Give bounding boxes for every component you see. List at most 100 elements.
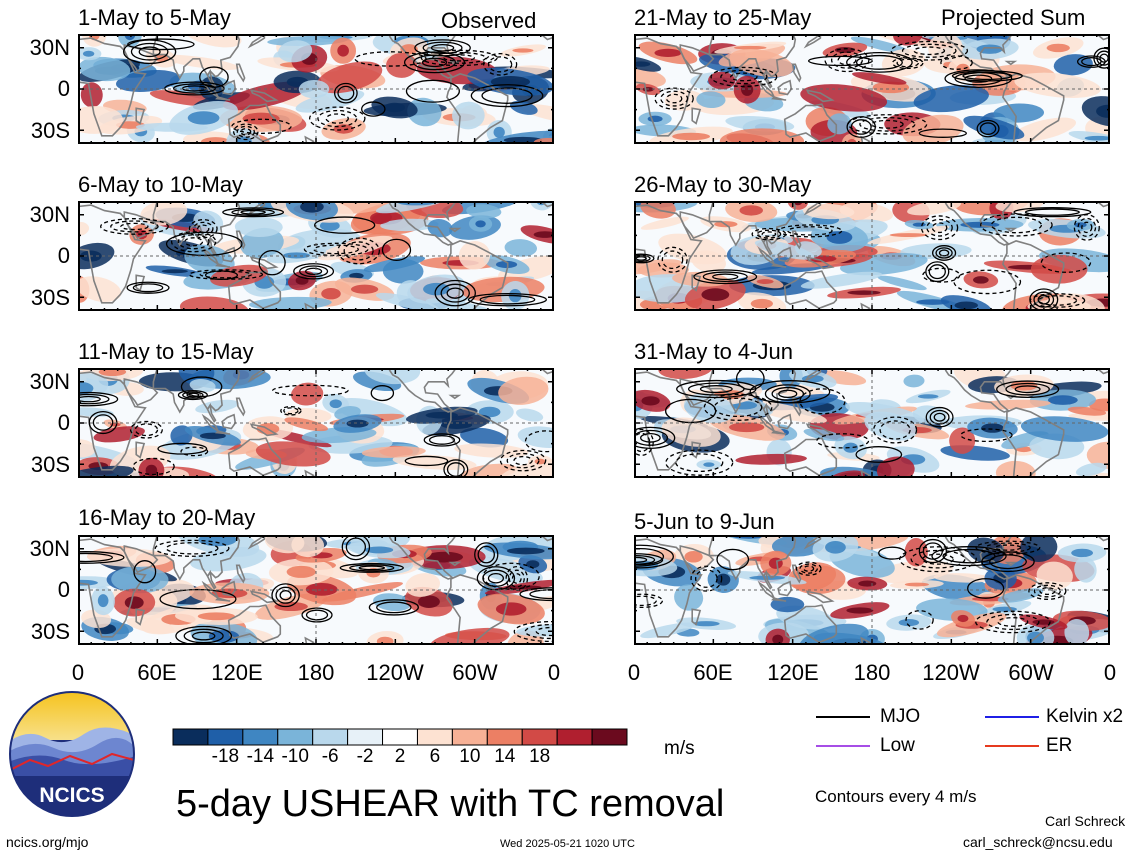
coastline <box>762 569 773 590</box>
contour-negative <box>675 453 724 473</box>
contour-positive <box>423 433 461 447</box>
anomaly-patch <box>516 408 544 422</box>
panel-title-4: 26-May to 30-May <box>634 172 812 197</box>
contour-positive <box>477 545 495 564</box>
contour-positive <box>405 79 460 103</box>
contour-positive <box>123 39 177 65</box>
anomaly-patch <box>997 588 1044 603</box>
contour-negative <box>824 48 870 73</box>
anomaly-core <box>425 551 464 563</box>
contour-positive <box>931 546 1007 567</box>
coastline <box>634 538 703 638</box>
panel-title-1: 1-May to 5-May <box>78 5 231 30</box>
anomaly-patch <box>234 216 283 238</box>
coastline <box>247 368 266 383</box>
coastline <box>783 103 838 143</box>
contour-positive <box>634 426 676 449</box>
contour-negative <box>795 561 822 576</box>
anomaly-core <box>1071 548 1094 558</box>
contour-negative <box>180 446 209 457</box>
contour-positive <box>358 565 386 571</box>
anomaly-core <box>78 381 94 395</box>
coastline <box>249 256 279 270</box>
contour-positive <box>78 551 125 564</box>
colorbar-swatch <box>172 728 209 746</box>
anomaly-patch <box>255 441 331 467</box>
anomaly-core <box>729 422 765 433</box>
anomaly-core <box>321 287 341 300</box>
anomaly-patch <box>375 292 439 311</box>
contour-positive <box>925 406 954 428</box>
anomaly-core <box>898 618 920 627</box>
x-label-0e-right: 0 <box>1103 660 1117 685</box>
contour-negative <box>756 229 782 239</box>
contour-positive <box>932 245 957 261</box>
contour-positive <box>231 208 275 216</box>
anomaly-patch <box>498 458 554 478</box>
contour-positive <box>634 544 674 569</box>
coastline <box>791 63 802 83</box>
coastline <box>235 397 246 417</box>
contour-positive <box>846 116 876 138</box>
contour-negative <box>787 226 833 236</box>
coastline <box>206 402 217 423</box>
anomaly-patch <box>284 417 329 432</box>
contour-negative <box>901 43 957 58</box>
anomaly-patch <box>771 535 825 557</box>
coastline <box>249 423 279 437</box>
contour-positive <box>204 270 239 281</box>
contour-negative <box>511 573 522 584</box>
contour-negative <box>953 269 1022 295</box>
anomaly-core <box>337 44 349 57</box>
contour-negative <box>634 593 664 609</box>
anomaly-core <box>981 423 1004 433</box>
contour-positive <box>314 216 376 234</box>
contour-negative <box>960 428 1013 443</box>
coastline <box>78 204 147 304</box>
map-panel-7 <box>78 535 554 645</box>
anomaly-patch <box>839 202 894 223</box>
coastline <box>791 564 802 584</box>
contour-positive <box>345 537 367 557</box>
coastline <box>803 535 822 550</box>
legend-label-low: Low <box>880 735 915 756</box>
anomaly-core <box>889 233 928 237</box>
contour-positive <box>467 292 547 307</box>
x-label-120w-left: 120W <box>366 660 424 685</box>
y-label-30n-row3: 30N <box>29 369 70 394</box>
x-label-0-left: 0 <box>71 660 85 685</box>
colorbar-swatch <box>556 728 593 746</box>
anomaly-patch <box>963 115 1025 140</box>
contour-positive <box>850 119 872 135</box>
coastline <box>783 270 838 310</box>
coastline <box>679 377 715 407</box>
contour-positive <box>935 247 953 259</box>
contour-positive <box>470 84 544 108</box>
contour-positive <box>928 264 946 280</box>
contour-negative <box>657 246 688 273</box>
contour-positive <box>271 583 300 608</box>
anomaly-core <box>300 201 324 213</box>
contour-positive <box>634 429 669 446</box>
contour-positive <box>299 265 329 278</box>
coastline <box>304 135 315 144</box>
x-label-60w-left: 60W <box>452 660 498 685</box>
coastline <box>679 43 715 73</box>
y-label-0-row2: 0 <box>57 243 70 268</box>
anomaly-core <box>1074 222 1087 228</box>
contour-positive <box>428 435 456 445</box>
contour-positive <box>929 409 950 425</box>
contour-positive <box>333 82 358 104</box>
contour-positive <box>918 128 967 138</box>
anomaly-patch <box>290 382 324 406</box>
contour-positive <box>430 44 455 52</box>
contour-negative <box>694 569 718 588</box>
anomaly-core <box>350 284 379 294</box>
contour-positive <box>855 54 903 70</box>
coastline <box>805 256 835 270</box>
contour-positive <box>771 386 805 401</box>
anomaly-core <box>1084 135 1110 141</box>
coastline <box>152 535 241 581</box>
contour-negative <box>506 452 540 469</box>
anomaly-core <box>1047 395 1078 405</box>
